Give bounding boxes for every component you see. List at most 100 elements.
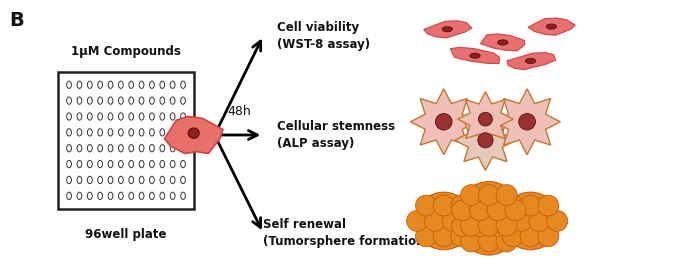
Ellipse shape <box>452 200 472 221</box>
Ellipse shape <box>478 133 493 148</box>
Ellipse shape <box>66 113 71 120</box>
Ellipse shape <box>98 81 102 88</box>
Ellipse shape <box>77 97 82 104</box>
Ellipse shape <box>129 192 134 200</box>
Ellipse shape <box>129 113 134 120</box>
Ellipse shape <box>118 144 123 152</box>
Polygon shape <box>507 53 556 70</box>
Text: B: B <box>10 11 25 30</box>
Ellipse shape <box>150 144 154 152</box>
Ellipse shape <box>424 211 445 231</box>
Ellipse shape <box>511 211 532 231</box>
Ellipse shape <box>442 211 463 231</box>
Ellipse shape <box>487 216 508 237</box>
Text: 48h: 48h <box>227 105 251 118</box>
Ellipse shape <box>433 195 454 216</box>
Ellipse shape <box>519 114 536 130</box>
Ellipse shape <box>150 129 154 136</box>
Ellipse shape <box>460 197 518 255</box>
Ellipse shape <box>98 192 102 200</box>
Ellipse shape <box>460 211 481 231</box>
Ellipse shape <box>88 97 92 104</box>
Ellipse shape <box>460 181 518 239</box>
Polygon shape <box>410 89 477 155</box>
Ellipse shape <box>414 192 473 250</box>
Ellipse shape <box>88 129 92 136</box>
Text: 1μM Compounds: 1μM Compounds <box>71 45 181 58</box>
Ellipse shape <box>77 113 82 120</box>
Ellipse shape <box>442 27 452 32</box>
Ellipse shape <box>170 97 175 104</box>
Text: Self renewal
(Tumorsphere formation): Self renewal (Tumorsphere formation) <box>263 218 430 248</box>
Ellipse shape <box>139 144 144 152</box>
Ellipse shape <box>108 144 113 152</box>
Ellipse shape <box>188 128 199 138</box>
Ellipse shape <box>150 176 154 184</box>
Polygon shape <box>494 89 561 155</box>
Ellipse shape <box>487 200 508 221</box>
Ellipse shape <box>170 192 175 200</box>
Ellipse shape <box>470 200 491 221</box>
Ellipse shape <box>181 192 186 200</box>
Ellipse shape <box>160 97 164 104</box>
Ellipse shape <box>160 81 164 88</box>
Ellipse shape <box>118 81 123 88</box>
Ellipse shape <box>407 211 428 231</box>
Ellipse shape <box>451 226 472 247</box>
Ellipse shape <box>108 192 113 200</box>
Polygon shape <box>455 110 516 170</box>
Polygon shape <box>480 34 525 51</box>
Ellipse shape <box>98 113 102 120</box>
Ellipse shape <box>108 176 113 184</box>
Ellipse shape <box>98 160 102 168</box>
Ellipse shape <box>88 160 92 168</box>
Ellipse shape <box>160 129 164 136</box>
Ellipse shape <box>139 81 144 88</box>
Ellipse shape <box>118 160 123 168</box>
Bar <box>58 72 194 209</box>
Ellipse shape <box>170 81 175 88</box>
Ellipse shape <box>150 160 154 168</box>
Ellipse shape <box>118 97 123 104</box>
Ellipse shape <box>503 226 524 247</box>
Ellipse shape <box>88 81 92 88</box>
Ellipse shape <box>505 216 526 237</box>
Ellipse shape <box>88 113 92 120</box>
Ellipse shape <box>98 129 102 136</box>
Ellipse shape <box>139 97 144 104</box>
Ellipse shape <box>129 81 134 88</box>
Ellipse shape <box>435 114 452 130</box>
Ellipse shape <box>478 201 499 221</box>
Ellipse shape <box>66 129 71 136</box>
Ellipse shape <box>160 176 164 184</box>
Ellipse shape <box>160 192 164 200</box>
Text: 96well plate: 96well plate <box>85 228 167 241</box>
Ellipse shape <box>461 185 482 205</box>
Ellipse shape <box>88 144 92 152</box>
Polygon shape <box>458 92 513 147</box>
Ellipse shape <box>98 144 102 152</box>
Ellipse shape <box>470 216 491 237</box>
Ellipse shape <box>129 176 134 184</box>
Ellipse shape <box>520 226 541 247</box>
Ellipse shape <box>139 176 144 184</box>
Ellipse shape <box>170 129 175 136</box>
Ellipse shape <box>433 226 454 247</box>
Ellipse shape <box>181 144 186 152</box>
Ellipse shape <box>416 195 437 216</box>
Ellipse shape <box>170 144 175 152</box>
Ellipse shape <box>505 200 526 221</box>
Ellipse shape <box>139 129 144 136</box>
Ellipse shape <box>77 81 82 88</box>
Ellipse shape <box>66 176 71 184</box>
Polygon shape <box>424 21 472 38</box>
Ellipse shape <box>66 192 71 200</box>
Ellipse shape <box>501 192 560 250</box>
Ellipse shape <box>77 160 82 168</box>
Ellipse shape <box>498 40 508 45</box>
Ellipse shape <box>416 226 437 247</box>
Text: Cellular stemness
(ALP assay): Cellular stemness (ALP assay) <box>277 120 395 150</box>
Ellipse shape <box>66 160 71 168</box>
Ellipse shape <box>181 129 186 136</box>
Ellipse shape <box>496 185 517 205</box>
